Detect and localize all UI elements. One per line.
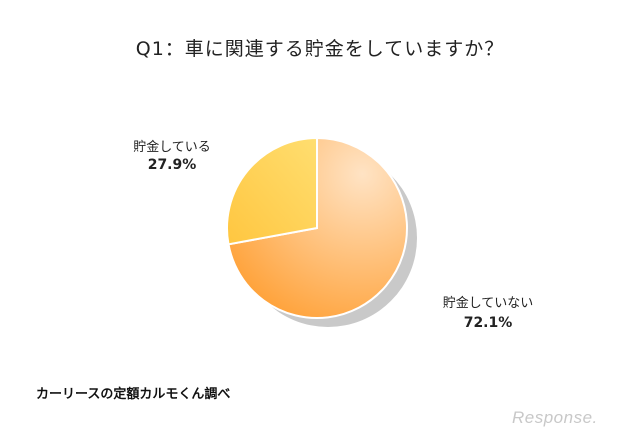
slice-value-saving: 27.9% [148, 157, 197, 173]
slice-label-saving: 貯金している [133, 139, 211, 155]
chart-title: Q1：車に関連する貯金をしていますか？ [135, 38, 505, 60]
slice-label-not-saving: 貯金していない [443, 295, 534, 311]
source-note: カーリースの定額カルモくん調べ [36, 387, 231, 402]
response-logo: Response. [512, 408, 598, 427]
slice-saving [226, 136, 318, 246]
slice-value-not-saving: 72.1% [464, 315, 513, 331]
